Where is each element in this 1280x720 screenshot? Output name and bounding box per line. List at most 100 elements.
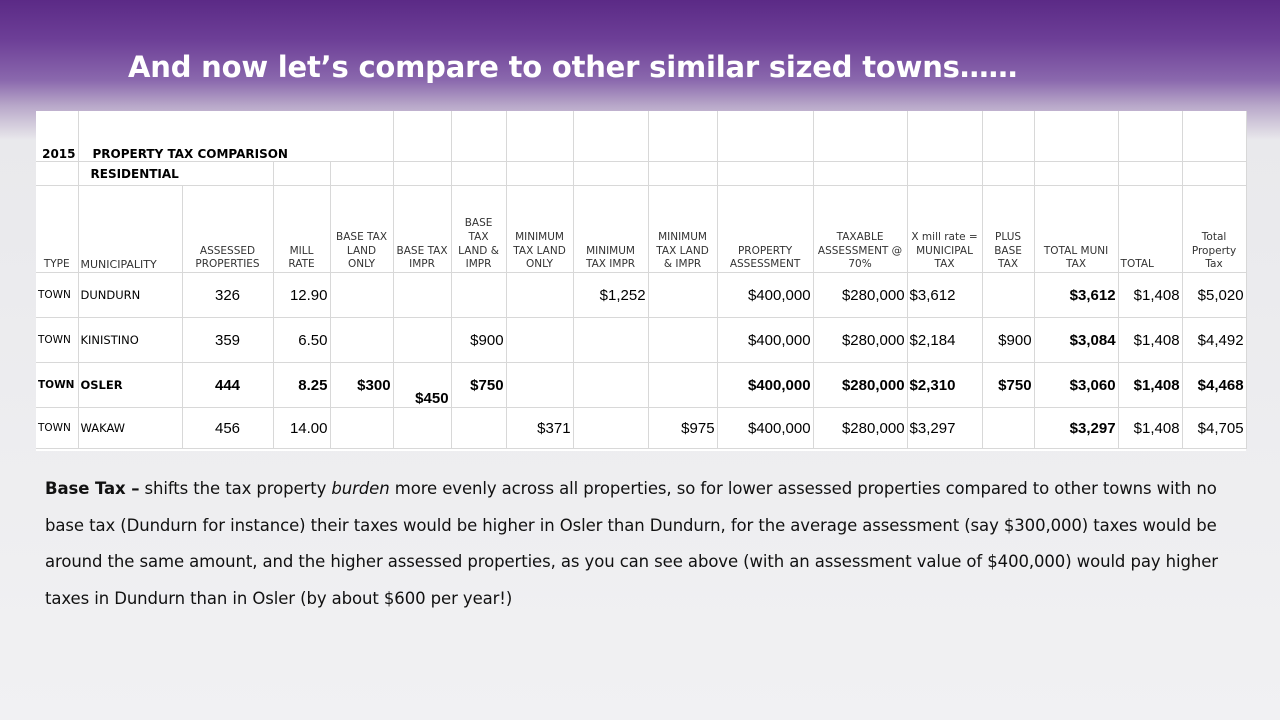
- cell-assessed: 444: [182, 362, 274, 408]
- table-row: TOWN WAKAW 456 14.00 $371 $975 $400,000 …: [36, 407, 1247, 449]
- cell-type: TOWN: [36, 317, 79, 363]
- cell-total-property-tax: $4,468: [1182, 362, 1247, 408]
- cell-total-property-tax: $5,020: [1182, 272, 1247, 318]
- property-tax-comparison-table: 2015 PROPERTY TAX COMPARISON RESIDENTIAL…: [36, 111, 1247, 449]
- cell-property-assessment: $400,000: [717, 407, 814, 449]
- cell-base-land: $300: [330, 362, 394, 408]
- col-header-assessed-properties: ASSESSED PROPERTIES: [182, 185, 274, 273]
- cell-municipal-tax: $3,612: [907, 272, 983, 318]
- cell-plus-base: [982, 272, 1035, 318]
- slide-title: And now let’s compare to other similar s…: [128, 50, 1018, 84]
- table-title: PROPERTY TAX COMPARISON: [78, 111, 394, 162]
- cell-taxable-assessment: $280,000: [813, 362, 908, 408]
- cell-assessed: 359: [182, 317, 274, 363]
- cell-mill-rate: 12.90: [273, 272, 331, 318]
- cell-base-land: [330, 317, 394, 363]
- cell-assessed: 326: [182, 272, 274, 318]
- cell-plus-base: [982, 407, 1035, 449]
- col-header-base-tax-land-impr: BASE TAX LAND & IMPR: [451, 185, 507, 273]
- note-text-1: shifts the tax property: [139, 479, 332, 498]
- cell-base-land-impr: $900: [451, 317, 507, 363]
- note-term: Base Tax –: [45, 479, 140, 498]
- table-subtitle-row: RESIDENTIAL: [36, 161, 1247, 186]
- cell-taxable-assessment: $280,000: [813, 272, 908, 318]
- table-subtitle: RESIDENTIAL: [78, 161, 274, 186]
- cell-plus-base: $750: [982, 362, 1035, 408]
- cell-min-land: [506, 272, 574, 318]
- cell-base-impr: [393, 317, 452, 363]
- cell-min-impr: [573, 362, 649, 408]
- table-row: TOWN DUNDURN 326 12.90 $1,252 $400,000 $…: [36, 272, 1247, 318]
- col-header-municipality: MUNICIPALITY: [78, 185, 183, 273]
- col-header-base-tax-land: BASE TAX LAND ONLY: [330, 185, 394, 273]
- property-tax-table-panel: 2015 PROPERTY TAX COMPARISON RESIDENTIAL…: [36, 111, 1247, 451]
- cell-type: TOWN: [36, 362, 79, 408]
- cell-total-muni: $3,060: [1034, 362, 1119, 408]
- cell-min-land-impr: [648, 362, 718, 408]
- col-header-mill-rate: MILL RATE: [273, 185, 331, 273]
- cell-total-muni: $3,612: [1034, 272, 1119, 318]
- cell-base-land-impr: [451, 272, 507, 318]
- cell-municipal-tax: $2,184: [907, 317, 983, 363]
- cell-base-impr: $450: [393, 362, 452, 408]
- cell-total: $1,408: [1118, 317, 1183, 363]
- cell-base-land-impr: [451, 407, 507, 449]
- col-header-municipal-tax: X mill rate = MUNICIPAL TAX: [907, 185, 983, 273]
- cell-municipality: KINISTINO: [78, 317, 183, 363]
- cell-min-land-impr: $975: [648, 407, 718, 449]
- cell-min-land: [506, 362, 574, 408]
- cell-mill-rate: 6.50: [273, 317, 331, 363]
- cell-base-land: [330, 272, 394, 318]
- cell-taxable-assessment: $280,000: [813, 317, 908, 363]
- col-header-total-property-tax: Total Property Tax: [1182, 185, 1247, 273]
- cell-min-impr: $1,252: [573, 272, 649, 318]
- cell-min-land: $371: [506, 407, 574, 449]
- cell-municipality: DUNDURN: [78, 272, 183, 318]
- cell-min-impr: [573, 317, 649, 363]
- cell-base-impr: [393, 272, 452, 318]
- table-year: 2015: [36, 111, 79, 162]
- cell-type: TOWN: [36, 407, 79, 449]
- cell-min-land-impr: [648, 272, 718, 318]
- col-header-min-tax-land: MINIMUM TAX LAND ONLY: [506, 185, 574, 273]
- base-tax-explanation: Base Tax – shifts the tax property burde…: [45, 471, 1245, 617]
- table-header-row: TYPE MUNICIPALITY ASSESSED PROPERTIES MI…: [36, 185, 1247, 273]
- cell-base-land: [330, 407, 394, 449]
- note-text-2: more evenly across all properties, so fo…: [45, 479, 1218, 608]
- cell-property-assessment: $400,000: [717, 272, 814, 318]
- cell-plus-base: $900: [982, 317, 1035, 363]
- col-header-min-tax-impr: MINIMUM TAX IMPR: [573, 185, 649, 273]
- cell-total-property-tax: $4,705: [1182, 407, 1247, 449]
- cell-total: $1,408: [1118, 407, 1183, 449]
- cell-total: $1,408: [1118, 362, 1183, 408]
- col-header-taxable-assessment: TAXABLE ASSESSMENT @ 70%: [813, 185, 908, 273]
- cell-total-muni: $3,084: [1034, 317, 1119, 363]
- cell-total-muni: $3,297: [1034, 407, 1119, 449]
- cell-taxable-assessment: $280,000: [813, 407, 908, 449]
- cell-min-land-impr: [648, 317, 718, 363]
- cell-mill-rate: 8.25: [273, 362, 331, 408]
- table-row: TOWN OSLER 444 8.25 $300 $450 $750 $400,…: [36, 362, 1247, 408]
- cell-municipal-tax: $3,297: [907, 407, 983, 449]
- col-header-property-assessment: PROPERTY ASSESSMENT: [717, 185, 814, 273]
- cell-municipal-tax: $2,310: [907, 362, 983, 408]
- cell-property-assessment: $400,000: [717, 362, 814, 408]
- cell-min-land: [506, 317, 574, 363]
- col-header-plus-base-tax: PLUS BASE TAX: [982, 185, 1035, 273]
- note-emphasis: burden: [331, 479, 390, 498]
- cell-type: TOWN: [36, 272, 79, 318]
- col-header-type: TYPE: [36, 185, 79, 273]
- col-header-total-muni-tax: TOTAL MUNI TAX: [1034, 185, 1119, 273]
- col-header-min-tax-land-impr: MINIMUM TAX LAND & IMPR: [648, 185, 718, 273]
- table-title-row: 2015 PROPERTY TAX COMPARISON: [36, 111, 1247, 162]
- cell-base-impr: [393, 407, 452, 449]
- col-header-base-tax-impr: BASE TAX IMPR: [393, 185, 452, 273]
- cell-base-land-impr: $750: [451, 362, 507, 408]
- cell-total-property-tax: $4,492: [1182, 317, 1247, 363]
- cell-property-assessment: $400,000: [717, 317, 814, 363]
- cell-min-impr: [573, 407, 649, 449]
- cell-mill-rate: 14.00: [273, 407, 331, 449]
- cell-assessed: 456: [182, 407, 274, 449]
- table-row: TOWN KINISTINO 359 6.50 $900 $400,000 $2…: [36, 317, 1247, 363]
- cell-municipality: WAKAW: [78, 407, 183, 449]
